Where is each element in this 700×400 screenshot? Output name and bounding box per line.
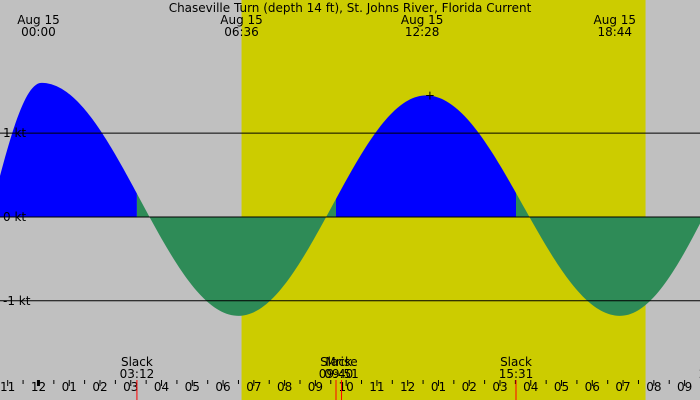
event-name-label: Mrise [325,355,357,369]
hour-tick-label: 03 [123,380,138,394]
event-time-label: 15:31 [499,367,534,381]
hour-tick-label: 10 [339,380,354,394]
hour-tick-label: 12 [400,380,415,394]
y-tick-label: 0 kt [3,210,26,224]
hour-tick-label: 08 [277,380,292,394]
hour-axis: 11 12 01 02 03 04 05 06 07 08 09 10 11 12 01 02 03 04 05 06… [0,380,692,400]
hour-tick-label: 06 [215,380,230,394]
hour-tick-label: 12 [31,380,46,394]
top-date-label: Aug 15 [401,13,444,27]
event-name-label: Slack [320,355,352,369]
y-axis-labels: 1 kt 0 kt -1 kt [3,126,31,308]
hour-tick-label: 06 [585,380,600,394]
hour-tick-label: 03 [492,380,507,394]
y-tick-label: -1 kt [3,294,31,308]
event-time-label: 03:12 [120,367,155,381]
hour-tick-label: 08 [646,380,661,394]
top-time-label: 12:28 [405,25,440,39]
event-labels: Slack03:12Slack09:40Mrise09:51Slack15:31… [120,355,700,381]
event-time-label: 09:40 [319,367,354,381]
top-date-label: Aug 15 [17,13,60,27]
hour-tick-label: 05 [185,380,200,394]
flood-area [336,95,516,217]
hour-tick-label: 09 [677,380,692,394]
hour-tick-label: 09 [308,380,323,394]
event-time-label: 09:51 [324,367,359,381]
top-time-label: 06:36 [224,25,259,39]
y-tick-label: 1 kt [3,126,26,140]
top-time-label: 00:00 [21,25,56,39]
hour-tick-label: 02 [462,380,477,394]
hour-tick-label: 07 [615,380,630,394]
top-date-label: Aug 15 [220,13,263,27]
hour-tick-label: 01 [431,380,446,394]
top-date-label: Aug 15 [594,13,637,27]
ebb-area [516,193,700,316]
hour-tick-label: 01 [62,380,77,394]
peak-marker: + [425,88,435,102]
event-time-label: 21:5 [699,367,700,381]
top-time-label: 18:44 [597,25,632,39]
flood-area [0,82,137,217]
ebb-area [136,193,336,316]
hour-tick-label: 04 [154,380,169,394]
event-name-label: Slack [500,355,532,369]
peak-marker-glyph: + [425,88,435,102]
hour-tick-label: 04 [523,380,538,394]
hour-tick-label: 11 [0,380,15,394]
hour-tick-label: 05 [554,380,569,394]
y-gridlines [0,132,700,302]
hour-tick-label: 07 [246,380,261,394]
event-name-label: Slack [121,355,153,369]
hour-tick-label: 02 [92,380,107,394]
current-areas [0,82,700,316]
chart-title: Chaseville Turn (depth 14 ft), St. Johns… [169,1,532,15]
hour-tick-label: 11 [369,380,384,394]
